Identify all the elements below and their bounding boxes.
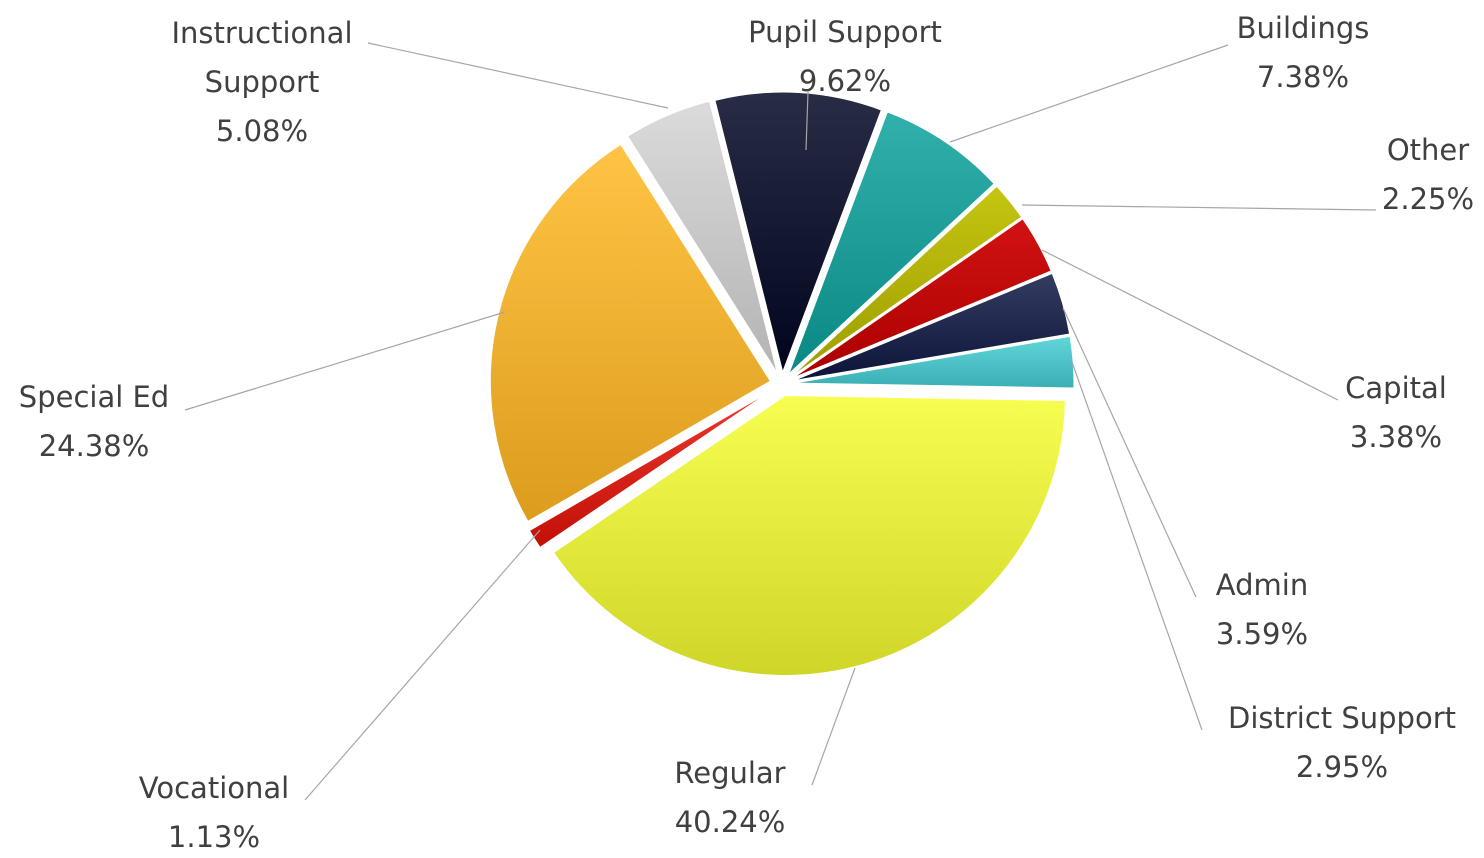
pie-slice-other [791, 185, 1023, 377]
data-label-value: 9.62% [799, 64, 891, 98]
leader-line-pupil-support [805, 91, 809, 151]
pie-slice-district-support [793, 335, 1075, 389]
leader-line-special-ed [184, 311, 506, 411]
data-label-instructional-support: Instructional Support 5.08% [171, 16, 352, 148]
data-label-pupil-support: Pupil Support 9.62% [748, 15, 942, 98]
data-label-value: 40.24% [675, 805, 786, 839]
data-label-special-ed: Special Ed 24.38% [19, 380, 169, 463]
data-label-name: Other [1387, 133, 1469, 167]
data-label-capital: Capital 3.38% [1345, 371, 1447, 454]
data-label-name: Special Ed [19, 380, 169, 414]
leader-line-district-support [1071, 361, 1203, 731]
leader-line-regular [811, 667, 856, 786]
pie-slice-capital [792, 218, 1052, 379]
data-label-district-support: District Support 2.95% [1228, 701, 1456, 784]
data-label-name: Support [205, 65, 320, 99]
data-label-name: District Support [1228, 701, 1456, 735]
leader-line-instructional-support [367, 42, 669, 109]
data-label-name: Pupil Support [748, 15, 942, 49]
data-label-buildings: Buildings 7.38% [1237, 11, 1370, 94]
data-label-vocational: Vocational 1.13% [139, 771, 289, 854]
pie-slice-pupil-support [714, 91, 883, 374]
pie-slice-instructional-support [627, 100, 778, 374]
data-label-value: 2.95% [1296, 750, 1388, 784]
data-label-name: Capital [1345, 371, 1447, 405]
leader-line-other [1021, 204, 1377, 211]
leader-lines [184, 42, 1377, 801]
leader-line-admin [1062, 307, 1197, 598]
data-label-value: 3.38% [1350, 420, 1442, 454]
data-label-name: Buildings [1237, 11, 1370, 45]
data-label-value: 2.25% [1382, 182, 1474, 216]
pie-slices [489, 91, 1075, 676]
data-label-value: 1.13% [168, 820, 260, 854]
data-label-other: Other 2.25% [1382, 133, 1474, 216]
data-label-value: 24.38% [39, 429, 150, 463]
pie-slice-admin [793, 272, 1071, 382]
data-labels: Pupil Support 9.62% Buildings 7.38% Other 2.2… [19, 11, 1474, 854]
leader-line-vocational [304, 529, 541, 801]
data-label-value: 5.08% [216, 114, 308, 148]
data-label-name: Regular [674, 756, 785, 790]
leader-line-buildings [949, 44, 1229, 143]
data-label-value: 3.59% [1216, 617, 1308, 651]
pie-slice-regular [552, 395, 1066, 676]
leader-line-capital [1041, 249, 1339, 401]
data-label-value: 7.38% [1257, 60, 1349, 94]
pie-slice-vocational [528, 389, 773, 549]
data-label-regular: Regular 40.24% [674, 756, 785, 839]
pie-slice-buildings [788, 111, 995, 375]
data-label-name: Vocational [139, 771, 289, 805]
data-label-name: Instructional [171, 16, 352, 50]
data-label-name: Admin [1216, 568, 1308, 602]
data-label-admin: Admin 3.59% [1216, 568, 1308, 651]
